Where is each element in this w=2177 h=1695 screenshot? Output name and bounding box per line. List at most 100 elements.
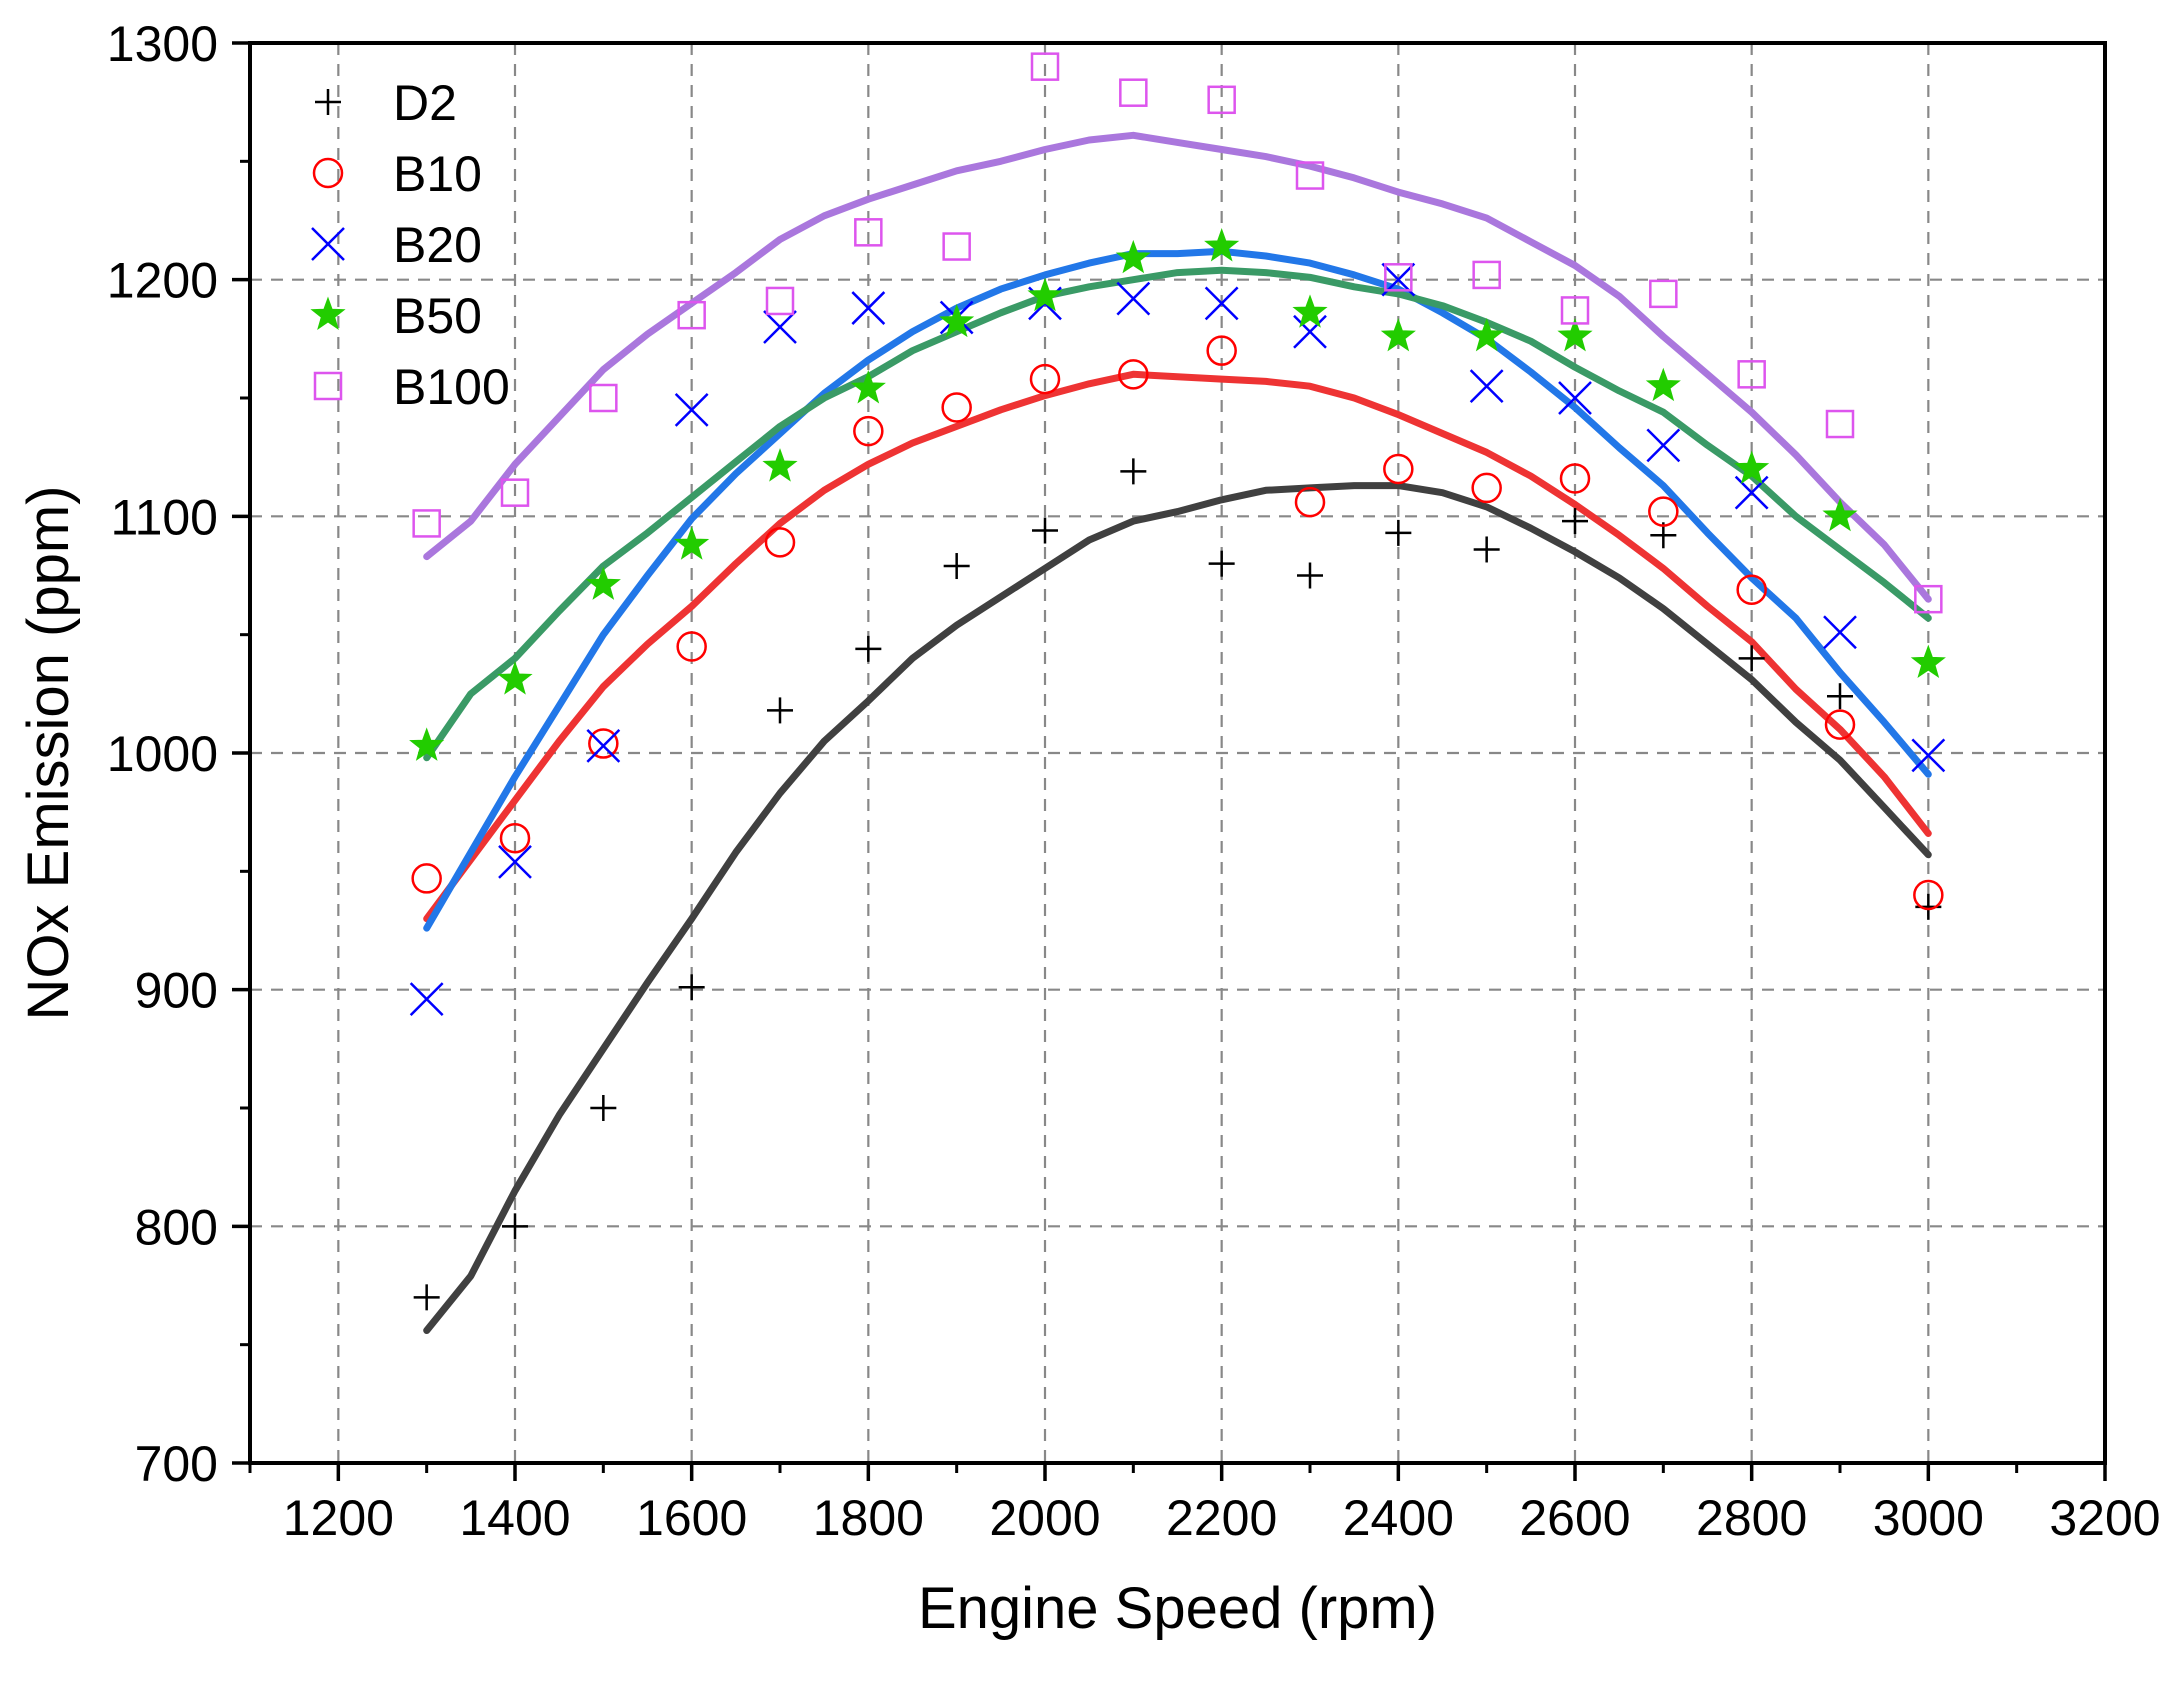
data-point-b50 [850,370,886,404]
data-point-d2 [413,1284,440,1311]
y-tick-label: 1200 [107,253,218,309]
data-point-d2 [1208,550,1235,577]
data-point-b50 [1027,277,1063,312]
data-point-b20 [1823,615,1857,650]
data-point-b100 [1384,263,1413,292]
data-point-b10 [941,392,972,423]
data-point-b50 [1734,450,1770,484]
data-point-b20 [586,729,621,763]
legend-marker-b20 [311,227,345,261]
legend-label-b10: B10 [393,146,482,202]
data-point-d2 [855,635,882,662]
data-point-b50 [762,448,798,482]
data-point-b20 [1469,369,1504,404]
data-point-b10 [853,415,884,447]
y-tick-label: 1000 [107,726,218,782]
x-tick-label: 3000 [1873,1490,1984,1546]
data-point-b20 [1293,314,1327,349]
y-axis-title: NOx Emission (ppm) [16,486,81,1021]
data-point-b100 [500,478,530,507]
x-tick-label: 2600 [1519,1490,1630,1546]
data-point-b50 [1380,318,1416,352]
data-point-b10 [1383,453,1414,485]
y-tick-label: 700 [135,1436,218,1492]
fit-curve-b20 [423,247,1932,932]
x-axis-title: Engine Speed (rpm) [918,1576,1437,1641]
data-point-d2 [1738,645,1765,672]
data-point-d2 [1562,508,1588,535]
x-tick-label: 3200 [2049,1490,2160,1546]
data-points [409,52,1946,1311]
data-point-b20 [1116,281,1151,316]
legend-label-b20: B20 [393,217,482,273]
legend-marker-d2 [315,89,341,115]
fit-curve-d2 [423,482,1932,1334]
data-point-b100 [1825,409,1855,439]
data-point-b100 [1119,78,1148,107]
data-point-b50 [1645,367,1681,402]
data-point-b10 [1029,363,1061,395]
y-tick-label: 1300 [107,16,218,72]
y-tick-label: 1100 [110,489,218,545]
x-tick-label: 2200 [1166,1490,1277,1546]
data-point-b100 [1560,296,1590,325]
x-tick-label: 2800 [1696,1490,1807,1546]
data-point-d2 [678,974,705,1001]
data-point-d2 [502,1213,528,1240]
data-point-b10 [1736,574,1767,605]
data-point-b100 [1207,85,1236,115]
y-tick-label: 900 [135,963,218,1019]
data-point-b10 [499,822,531,854]
legend-label-d2: D2 [393,75,457,131]
data-point-d2 [1473,536,1500,563]
data-point-d2 [1120,458,1147,485]
data-point-b20 [674,392,709,427]
data-point-b100 [589,383,618,413]
data-point-b50 [1115,239,1151,274]
data-point-b50 [1557,318,1593,352]
data-point-b20 [409,982,444,1017]
data-point-b20 [851,291,886,325]
data-point-b10 [588,728,619,759]
legend-label-b50: B50 [393,288,482,344]
data-point-b20 [763,310,797,344]
data-point-b50 [1204,228,1240,262]
legend-marker-b50 [310,296,346,330]
data-point-b20 [1646,428,1681,463]
legend-marker-b100 [313,371,343,401]
data-point-b100 [854,218,883,247]
data-point-b10 [676,631,707,662]
x-tick-label: 2400 [1343,1490,1454,1546]
data-point-b50 [939,303,975,338]
data-point-b20 [1734,475,1769,510]
fit-curve-b10 [423,370,1932,923]
data-point-b10 [1559,463,1591,494]
data-point-b100 [1649,279,1678,309]
data-point-b100 [677,300,706,330]
data-point-b10 [411,863,442,894]
legend: D2 B10 B20 B50 B100 [310,75,510,415]
data-point-b100 [1737,360,1766,389]
data-point-b10 [1206,335,1237,366]
legend-marker-b10 [312,157,344,189]
data-point-b10 [1471,472,1502,504]
data-point-d2 [590,1095,617,1121]
data-point-b100 [765,286,795,316]
data-point-d2 [1032,517,1058,544]
data-point-d2 [767,697,793,724]
data-point-b50 [497,661,533,695]
data-point-b10 [1118,359,1149,390]
data-point-b100 [412,509,441,538]
data-point-b20 [1911,738,1946,773]
x-tick-label: 2000 [989,1490,1100,1546]
data-point-b10 [1648,496,1679,527]
data-point-b100 [1914,584,1943,614]
data-point-d2 [943,553,970,580]
data-point-b50 [585,566,621,600]
data-point-d2 [1827,683,1853,710]
data-point-b50 [1292,294,1328,328]
data-point-b100 [1295,161,1325,190]
data-point-b10 [1294,486,1326,518]
data-point-b50 [674,526,710,560]
